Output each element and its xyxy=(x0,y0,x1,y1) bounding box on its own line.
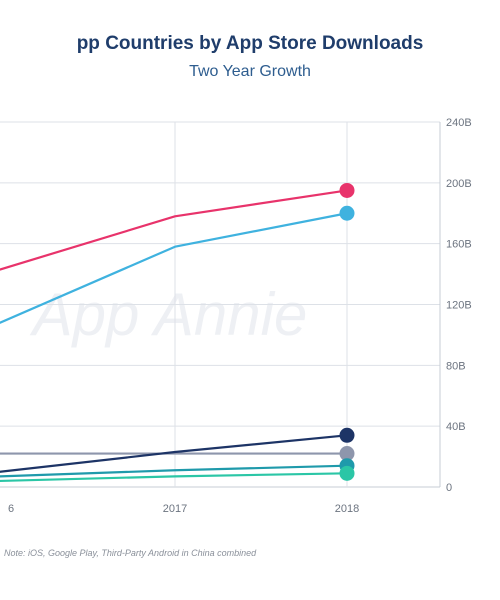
y-tick-label: 40B xyxy=(446,421,466,433)
footnote: Note: iOS, Google Play, Third-Party Andr… xyxy=(4,548,257,558)
series-line xyxy=(0,189,349,271)
series-end-point xyxy=(339,205,355,221)
x-tick-label: 2018 xyxy=(335,503,359,515)
series-end-point xyxy=(339,446,355,462)
series-end-point xyxy=(339,427,355,443)
series-end-point xyxy=(339,465,355,481)
series-layer xyxy=(0,182,355,483)
series-line xyxy=(0,434,349,473)
grid-lines xyxy=(0,121,441,488)
y-tick-label: 240B xyxy=(446,117,472,129)
x-tick-label: 6 xyxy=(8,503,14,515)
y-tick-label: 160B xyxy=(446,239,472,251)
x-tick-label: 2017 xyxy=(163,503,187,515)
chart-subtitle: Two Year Growth xyxy=(189,63,311,80)
x-axis-labels: 6 2017 2018 xyxy=(8,503,359,515)
watermark: App Annie xyxy=(30,281,308,348)
chart-title: pp Countries by App Store Downloads xyxy=(76,33,424,54)
series-end-point xyxy=(339,182,355,198)
series-line xyxy=(0,472,349,483)
y-tick-label: 80B xyxy=(446,360,466,372)
series-line xyxy=(0,464,349,478)
series-line xyxy=(0,212,349,324)
y-axis-labels: 0 40B 80B 120B 160B 200B 240B xyxy=(446,117,472,494)
y-tick-label: 0 xyxy=(446,482,452,494)
y-tick-label: 120B xyxy=(446,300,472,312)
y-tick-label: 200B xyxy=(446,178,472,190)
